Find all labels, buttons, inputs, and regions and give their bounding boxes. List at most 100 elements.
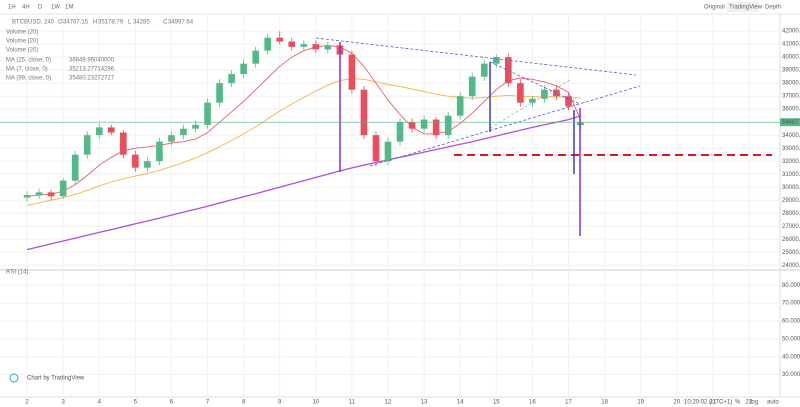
tv-logo — [9, 373, 19, 383]
candle-body — [372, 135, 380, 162]
view-tab-active — [727, 2, 759, 12]
ohlc-value: 34285 — [133, 20, 150, 26]
y-tick-label: 27000.00 — [782, 224, 800, 230]
y-tick-label: 41000.00 — [782, 42, 800, 48]
candle-body — [35, 192, 43, 195]
y-tick-label: 37000.00 — [782, 94, 800, 100]
candle-body — [107, 127, 115, 133]
candle-body — [432, 119, 440, 136]
credit[interactable]: Chart by TradingView — [27, 376, 85, 382]
ma-value: 35213.27714286 — [69, 67, 115, 73]
candle-body — [156, 141, 163, 162]
indicator-name: Volume (20) — [6, 30, 38, 36]
ma-name: MA (25, close, 0) — [6, 58, 51, 64]
x-tick-label: 14 — [457, 400, 464, 406]
view-tab[interactable]: TradingView — [729, 5, 763, 11]
candle-body — [456, 96, 464, 116]
last-price-label: 34997.64 — [782, 120, 800, 126]
indicator-name: Volume (20) — [6, 48, 38, 54]
candle-body — [529, 98, 536, 103]
candle-body — [276, 37, 284, 42]
ma-name: MA (7, close, 0) — [6, 67, 48, 73]
candle-body — [192, 124, 199, 129]
candle-body — [348, 54, 356, 90]
rsi-tick-label: 80.0000 — [782, 283, 800, 289]
last-price-tag — [780, 118, 800, 127]
trend-line — [315, 37, 637, 76]
x-tick-label: 10 — [312, 400, 319, 406]
interval[interactable]: D — [38, 5, 43, 11]
x-tick-label: 18 — [601, 400, 608, 406]
x-tick-label: 4 — [98, 400, 102, 406]
candle-body — [300, 44, 308, 47]
ma-legend: MA (25, close, 0) 36849.96040000 MA (7, cl… — [6, 58, 115, 82]
x-tick-label: 19 — [637, 400, 644, 406]
ma-lines — [26, 45, 581, 251]
legend: BTCBUSD, 240 O 34767.15 H 35178.79 L 34285 C 34… — [6, 20, 194, 276]
y-tick-label: 31000.00 — [782, 172, 800, 178]
interval[interactable]: 1H — [8, 5, 16, 11]
candle-body — [23, 194, 31, 198]
x-tick-label: 6 — [170, 400, 174, 406]
candle-body — [216, 83, 223, 103]
candles — [23, 31, 584, 202]
candle-body — [420, 119, 428, 129]
view-tab[interactable]: Original — [704, 5, 725, 11]
candle-body — [120, 132, 127, 155]
x-tick-label: 8 — [242, 400, 246, 406]
ohlc-value: 34997.64 — [168, 20, 194, 26]
ma-line — [27, 45, 581, 197]
candle-body — [312, 44, 320, 50]
ma-value: 36849.96040000 — [69, 58, 115, 64]
candle-body — [132, 154, 139, 168]
candle-body — [492, 57, 500, 64]
scale-option[interactable]: auto — [767, 400, 779, 406]
y-tick-label: 29000.00 — [782, 198, 800, 204]
y-tick-label: 24000.00 — [782, 263, 800, 269]
y-tick-label: 34000.00 — [782, 133, 800, 139]
ohlc-value: 34767.15 — [63, 20, 89, 26]
x-tick-label: 22 — [746, 400, 753, 406]
x-tick-label: 16 — [529, 400, 536, 406]
candle-body — [144, 161, 151, 168]
ma-value: 35480.23272727 — [69, 76, 115, 82]
candle-body — [408, 122, 416, 129]
x-tick-label: 12 — [385, 400, 392, 406]
y-tick-label: 30000.00 — [782, 185, 800, 191]
rsi-tick-label: 40.0000 — [782, 354, 800, 360]
scale-option[interactable]: % — [735, 400, 741, 406]
y-tick-label: 33000.00 — [782, 146, 800, 152]
interval[interactable]: 1W — [51, 5, 60, 11]
candle-body — [324, 45, 332, 50]
trend-line — [489, 61, 581, 105]
candle-body — [396, 122, 404, 142]
ohlc-key: C — [163, 20, 168, 26]
candle-body — [384, 141, 392, 162]
drawings — [315, 37, 772, 167]
y-tick-label: 38000.00 — [782, 81, 800, 87]
candle-body — [252, 50, 259, 64]
y-tick-label: 28000.00 — [782, 211, 800, 217]
interval[interactable]: 4H — [22, 5, 30, 11]
rsi-tick-label: 50.0000 — [782, 336, 800, 342]
candle-body — [517, 83, 524, 103]
candle-body — [204, 102, 211, 125]
view-tab[interactable]: Depth — [765, 5, 781, 11]
candle-body — [541, 89, 548, 99]
x-tick-label: 17 — [565, 400, 572, 406]
candle-body — [95, 127, 103, 136]
indicator-name: Volume (20) — [6, 39, 38, 45]
scale-option[interactable]: log — [750, 400, 758, 406]
candle-body — [71, 154, 79, 181]
interval[interactable]: 1M — [65, 5, 73, 11]
x-tick-label: 9 — [278, 400, 282, 406]
candle-body — [468, 76, 476, 97]
y-tick-label: 39000.00 — [782, 68, 800, 74]
ohlc-values: O 34767.15 H 35178.79 L 34285 C 34997.64 — [58, 20, 194, 26]
candle-body — [180, 128, 187, 136]
ohlc-key: L — [128, 20, 132, 26]
x-tick-label: 3 — [61, 400, 65, 406]
